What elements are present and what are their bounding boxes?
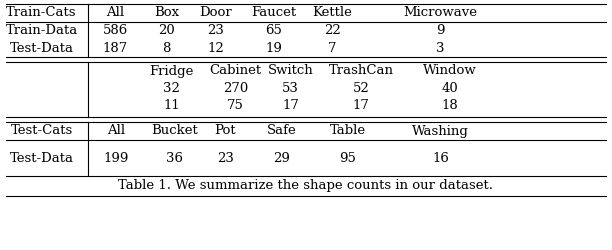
Text: 19: 19 — [265, 42, 282, 54]
Text: 32: 32 — [163, 82, 180, 96]
Text: 586: 586 — [102, 24, 128, 38]
Text: 7: 7 — [328, 42, 337, 54]
Text: All: All — [106, 6, 124, 20]
Text: 40: 40 — [441, 82, 458, 96]
Text: 23: 23 — [207, 24, 224, 38]
Text: Train-Data: Train-Data — [6, 24, 78, 38]
Text: TrashCan: TrashCan — [329, 64, 394, 78]
Text: Test-Cats: Test-Cats — [10, 124, 73, 138]
Text: Train-Cats: Train-Cats — [6, 6, 77, 20]
Text: 3: 3 — [436, 42, 445, 54]
Text: Washing: Washing — [412, 124, 469, 138]
Text: 18: 18 — [441, 100, 458, 112]
Text: Test-Data: Test-Data — [10, 152, 73, 164]
Text: Faucet: Faucet — [251, 6, 296, 20]
Text: 8: 8 — [162, 42, 171, 54]
Text: 53: 53 — [282, 82, 299, 96]
Text: 199: 199 — [103, 152, 129, 164]
Text: All: All — [107, 124, 125, 138]
Text: 270: 270 — [223, 82, 248, 96]
Text: Kettle: Kettle — [312, 6, 353, 20]
Text: 22: 22 — [324, 24, 341, 38]
Text: Safe: Safe — [267, 124, 296, 138]
Text: 11: 11 — [163, 100, 180, 112]
Text: 9: 9 — [436, 24, 445, 38]
Text: 17: 17 — [282, 100, 299, 112]
Text: 65: 65 — [265, 24, 282, 38]
Text: Microwave: Microwave — [404, 6, 477, 20]
Text: 52: 52 — [353, 82, 370, 96]
Text: Table: Table — [329, 124, 366, 138]
Text: 16: 16 — [432, 152, 449, 164]
Text: 23: 23 — [217, 152, 234, 164]
Text: Window: Window — [423, 64, 477, 78]
Text: Switch: Switch — [268, 64, 313, 78]
Text: 187: 187 — [102, 42, 128, 54]
Text: Test-Data: Test-Data — [10, 42, 73, 54]
Text: Bucket: Bucket — [151, 124, 198, 138]
Text: 12: 12 — [207, 42, 224, 54]
Text: 29: 29 — [273, 152, 290, 164]
Text: 36: 36 — [166, 152, 183, 164]
Text: Table 1. We summarize the shape counts in our dataset.: Table 1. We summarize the shape counts i… — [119, 178, 493, 192]
Text: Door: Door — [199, 6, 232, 20]
Text: Box: Box — [154, 6, 179, 20]
Text: Fridge: Fridge — [149, 64, 193, 78]
Text: 17: 17 — [353, 100, 370, 112]
Text: 75: 75 — [227, 100, 244, 112]
Text: 20: 20 — [158, 24, 175, 38]
Text: 95: 95 — [339, 152, 356, 164]
Text: Cabinet: Cabinet — [209, 64, 262, 78]
Text: Pot: Pot — [214, 124, 236, 138]
